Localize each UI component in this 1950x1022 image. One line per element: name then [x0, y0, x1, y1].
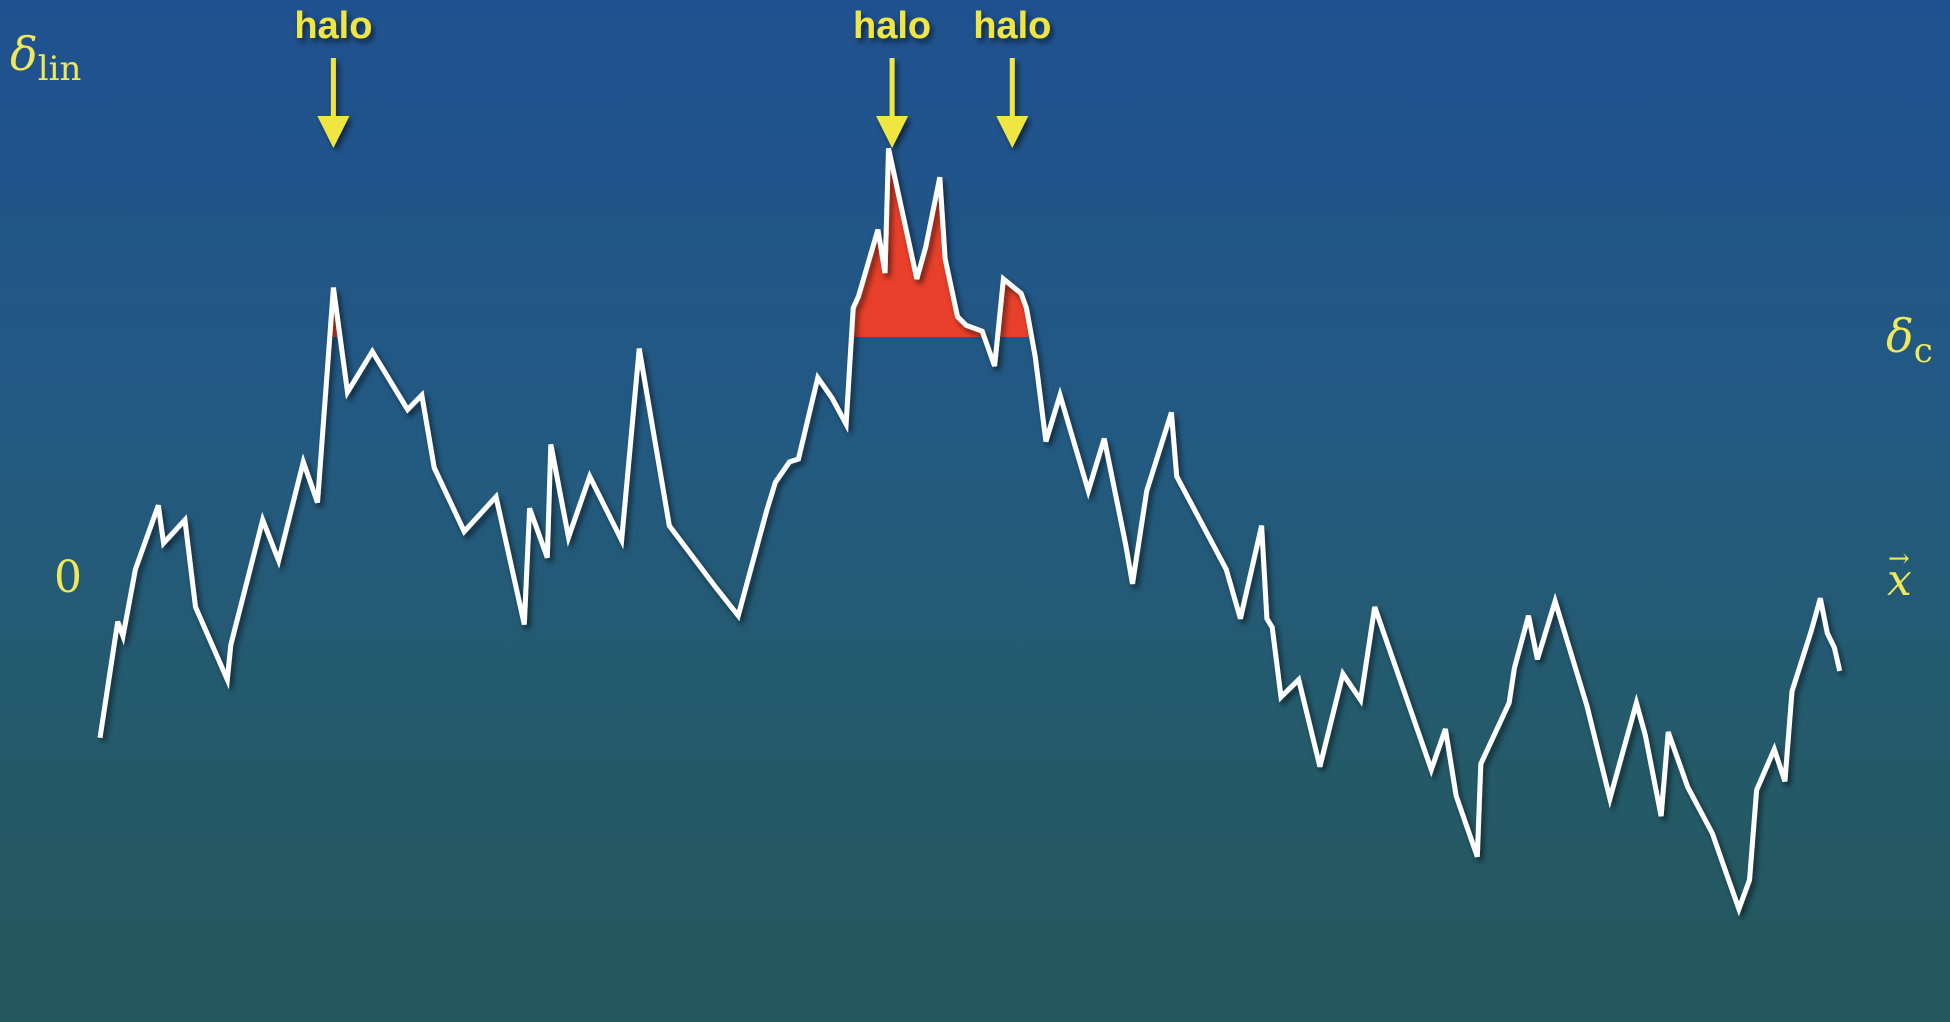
threshold-label: δc: [1886, 309, 1933, 371]
y-axis-label: δlin: [10, 27, 81, 89]
halo-annotations: halo halo halo: [294, 5, 1051, 148]
halo-label: halo: [853, 5, 931, 47]
x-axis-label: x: [1887, 555, 1912, 606]
y-axis-symbol: δ: [10, 27, 38, 81]
halo-marker: halo: [973, 5, 1051, 148]
x-axis-vector-mark: →: [1888, 544, 1910, 574]
halo-label: halo: [973, 5, 1051, 47]
y-axis-subscript: lin: [38, 49, 82, 89]
excess-region: [100, 148, 1840, 337]
zero-label: 0: [54, 552, 82, 603]
halo-arrow-head: [876, 116, 909, 148]
threshold-subscript: c: [1914, 331, 1933, 371]
threshold-symbol: δ: [1886, 309, 1914, 363]
halo-arrow-head: [996, 116, 1029, 148]
halo-arrow-head: [317, 116, 350, 148]
density-curve: [97, 147, 1843, 917]
halo-marker: halo: [853, 5, 931, 148]
halo-marker: halo: [294, 5, 372, 148]
halo-label: halo: [294, 5, 372, 47]
